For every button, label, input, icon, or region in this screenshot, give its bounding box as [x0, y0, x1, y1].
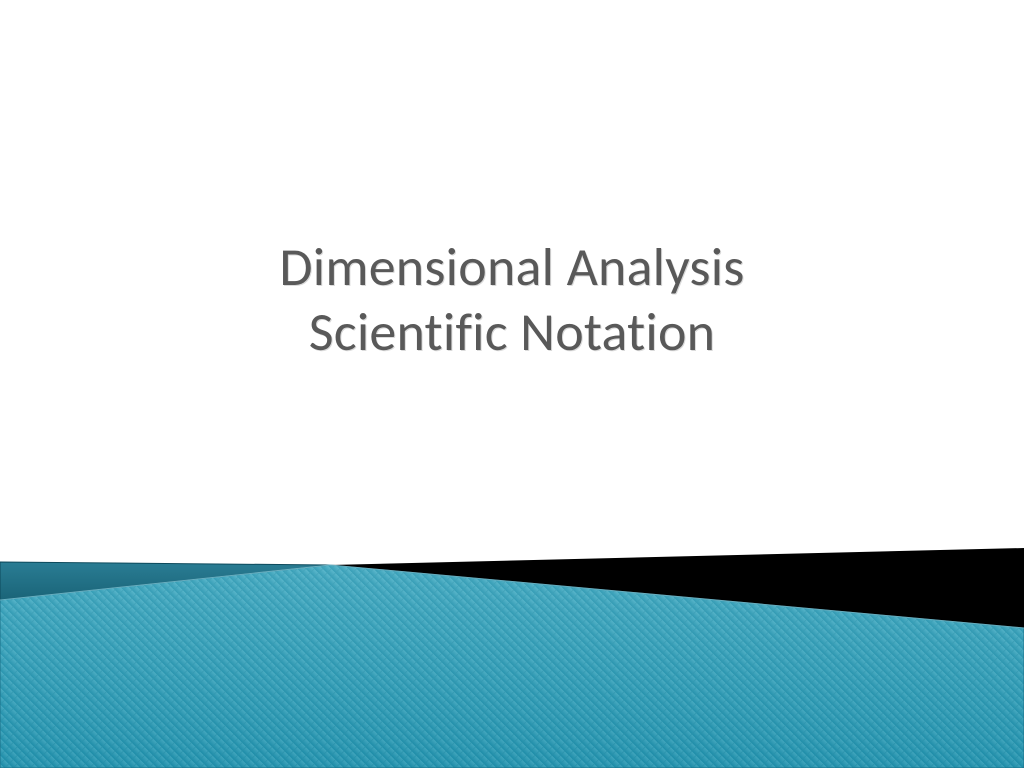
teal-back-triangle	[0, 562, 330, 600]
title-line-2: Scientific Notation	[0, 300, 1024, 365]
decor-layer	[0, 0, 1024, 768]
black-band	[330, 548, 1024, 628]
title-line-1: Dimensional Analysis	[0, 235, 1024, 300]
teal-front-triangle-outline	[0, 565, 1024, 768]
slide: Dimensional Analysis Scientific Notation	[0, 0, 1024, 768]
title-block: Dimensional Analysis Scientific Notation	[0, 235, 1024, 365]
